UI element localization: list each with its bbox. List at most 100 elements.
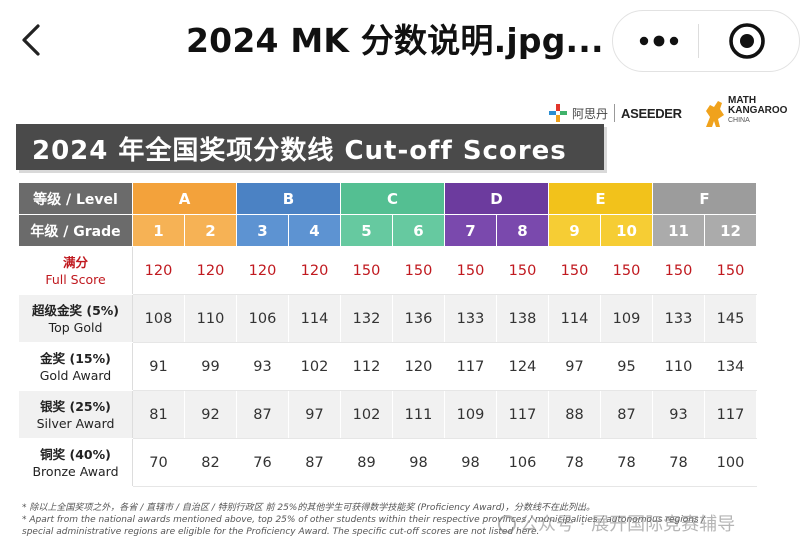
grade-3: 3 [236,214,289,247]
score-cell: 98 [392,438,445,487]
row-label-en: Silver Award [36,415,115,431]
footnote-en-line1: * Apart from the national awards mention… [22,515,705,525]
logo-divider [614,104,616,122]
score-cell: 124 [496,342,549,391]
score-cell: 98 [444,438,497,487]
gold-award-row: 金奖 (15%) Gold Award 91 99 93 102 112 120 117 124 9… [18,342,757,391]
watermark-text: 公众号 · 展开国际竞赛辅导 [520,514,736,535]
row-label-en: Top Gold [48,319,103,335]
score-cell: 110 [184,294,237,343]
score-cell: 109 [600,294,653,343]
level-d: D [444,182,549,215]
score-cell: 150 [652,246,705,295]
score-cell: 132 [340,294,393,343]
silver-award-row: 银奖 (25%) Silver Award 81 92 87 97 102 111 109 117… [18,390,757,439]
score-cell: 87 [288,438,341,487]
logo-bar: 阿思丹 ASEEDER MATH KANGAROO CHINA [548,96,800,130]
grade-4: 4 [288,214,341,247]
title-banner: 2024 年全国奖项分数线 Cut-off Scores [16,124,604,170]
score-cell: 114 [548,294,601,343]
score-cell: 109 [444,390,497,439]
row-label-cn: 超级金奖 (5%) [32,302,119,318]
score-cell: 150 [392,246,445,295]
score-cell: 133 [652,294,705,343]
score-cell: 89 [340,438,393,487]
watermark: 公众号 · 展开国际竞赛辅导 [498,510,735,536]
level-header-row: 等级 / Level A B C D E F [18,182,757,215]
score-cell: 145 [704,294,757,343]
level-f: F [652,182,757,215]
score-cell: 82 [184,438,237,487]
chevron-left-icon [22,24,40,56]
row-label: 满分 Full Score [18,246,133,295]
level-b: B [236,182,341,215]
back-button[interactable] [12,20,52,60]
score-cell: 97 [288,390,341,439]
row-label-en: Bronze Award [32,463,119,479]
top-bar: 2024 MK 分数说明.jpg... [0,0,800,86]
score-cell: 150 [340,246,393,295]
score-cell: 70 [132,438,185,487]
score-cell: 76 [236,438,289,487]
grade-2: 2 [184,214,237,247]
footnotes: * 除以上全国奖项之外，各省 / 直辖市 / 自治区 / 特别行政区 前 25%… [22,502,792,538]
row-label: 铜奖 (40%) Bronze Award [18,438,133,487]
grade-1: 1 [132,214,185,247]
grade-header-label: 年级 / Grade [18,214,133,247]
row-label-cn: 满分 [62,254,88,270]
score-cell: 138 [496,294,549,343]
score-cell: 97 [548,342,601,391]
mk-line-2: KANGAROO [728,105,788,116]
score-cell: 111 [392,390,445,439]
score-cell: 117 [444,342,497,391]
close-miniprogram-button[interactable] [726,20,768,62]
score-cell: 117 [704,390,757,439]
grade-7: 7 [444,214,497,247]
row-label-en: Gold Award [39,367,112,383]
score-cell: 102 [288,342,341,391]
score-cell: 93 [652,390,705,439]
math-kangaroo-logo: MATH KANGAROO CHINA [700,96,800,130]
grade-header-row: 年级 / Grade 1 2 3 4 5 6 7 8 9 10 11 12 [18,214,757,247]
score-cell: 120 [288,246,341,295]
row-label: 银奖 (25%) Silver Award [18,390,133,439]
score-cell: 112 [340,342,393,391]
aseeder-logo: 阿思丹 ASEEDER [548,100,682,126]
row-label: 超级金奖 (5%) Top Gold [18,294,133,343]
score-cell: 95 [600,342,653,391]
footnote-cn: * 除以上全国奖项之外，各省 / 直辖市 / 自治区 / 特别行政区 前 25%… [22,503,595,513]
grade-8: 8 [496,214,549,247]
score-cell: 87 [600,390,653,439]
row-label: 金奖 (15%) Gold Award [18,342,133,391]
score-cell: 102 [340,390,393,439]
more-dots-icon [639,35,679,47]
score-cell: 99 [184,342,237,391]
score-cell: 87 [236,390,289,439]
score-cell: 133 [444,294,497,343]
target-icon [729,23,765,59]
aseeder-mark-icon [549,104,567,122]
score-cell: 120 [184,246,237,295]
score-cell: 106 [496,438,549,487]
page-title: 2024 MK 分数说明.jpg... [186,21,604,60]
score-cell: 78 [548,438,601,487]
footnote-en-line2: special administrative regions are eligi… [22,527,540,537]
score-cell: 150 [704,246,757,295]
level-a: A [132,182,237,215]
grade-5: 5 [340,214,393,247]
score-cell: 114 [288,294,341,343]
bronze-award-row: 铜奖 (40%) Bronze Award 70 82 76 87 89 98 98 106 78 7… [18,438,757,487]
score-cell: 120 [132,246,185,295]
score-cell: 110 [652,342,705,391]
score-cell: 136 [392,294,445,343]
level-c: C [340,182,445,215]
grade-6: 6 [392,214,445,247]
grade-11: 11 [652,214,705,247]
banner-title: 2024 年全国奖项分数线 Cut-off Scores [32,136,567,166]
score-cell: 88 [548,390,601,439]
grade-12: 12 [704,214,757,247]
score-cell: 93 [236,342,289,391]
full-score-row: 满分 Full Score 120 120 120 120 150 150 150 150 150 1… [18,246,757,295]
more-button[interactable] [634,26,684,56]
score-cell: 150 [496,246,549,295]
